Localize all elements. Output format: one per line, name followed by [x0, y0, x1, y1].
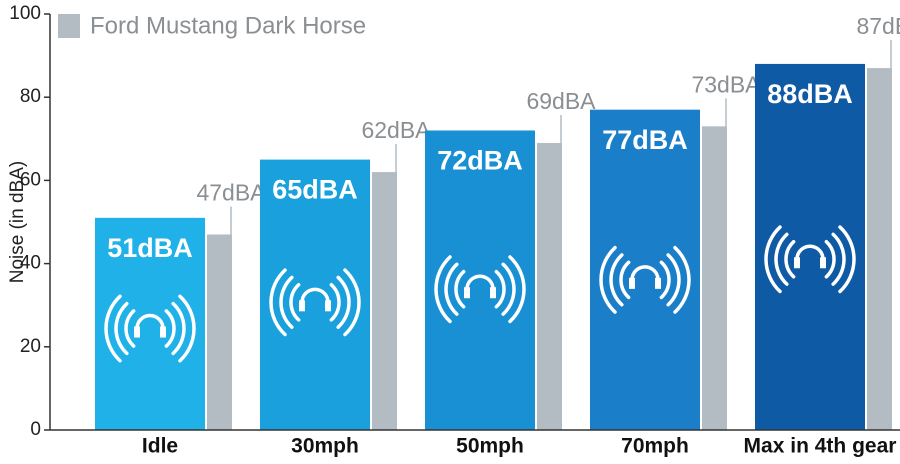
bar — [260, 159, 370, 430]
x-tick-label: 70mph — [621, 435, 689, 458]
y-axis-label: Noise (in dBA) — [7, 161, 28, 284]
y-tick-label: 0 — [30, 419, 41, 440]
icon-wave — [336, 275, 351, 329]
icon-wave — [494, 269, 506, 309]
icon-wave — [609, 253, 624, 307]
y-tick-label: 100 — [9, 3, 41, 24]
bar — [372, 172, 397, 430]
icon-wave — [764, 225, 782, 294]
icon-wave — [838, 225, 856, 294]
icon-wave — [831, 232, 846, 286]
y-tick-label: 40 — [20, 253, 41, 274]
icon-wave — [599, 245, 617, 314]
icon-wave — [343, 268, 361, 337]
headphone-icon — [434, 255, 526, 324]
x-tick-label: 50mph — [456, 435, 524, 458]
icon-cup — [325, 300, 331, 312]
icon-wave — [666, 253, 681, 307]
value-label: 69dBA — [526, 88, 596, 114]
icon-wave — [454, 269, 466, 309]
x-tick-label: Max in 4th gear — [744, 435, 897, 458]
icon-wave — [619, 260, 631, 300]
icon-wave — [444, 262, 459, 316]
icon-wave — [124, 309, 136, 348]
bar — [702, 126, 727, 430]
icon-band — [135, 313, 165, 331]
icon-cup — [464, 287, 470, 299]
icon-cup — [160, 326, 166, 338]
bar — [537, 142, 562, 430]
bar — [207, 234, 232, 430]
icon-wave — [269, 268, 287, 337]
icon-band — [465, 274, 495, 291]
headphone-icon — [599, 245, 691, 314]
icon-cup — [794, 257, 800, 269]
icon-wave — [673, 245, 691, 314]
icon-wave — [178, 294, 196, 363]
headphone-icon — [269, 268, 361, 337]
bar — [590, 109, 700, 431]
icon-wave — [501, 262, 516, 316]
icon-wave — [659, 260, 671, 300]
icon-wave — [289, 283, 301, 322]
headphone-icon — [764, 225, 856, 294]
value-label: 77dBA — [602, 125, 688, 155]
icon-wave — [114, 301, 129, 356]
value-label: 87dBA — [856, 13, 900, 39]
value-label: 62dBA — [361, 117, 431, 143]
bar — [425, 130, 535, 431]
value-label: 72dBA — [437, 146, 523, 176]
y-tick-label: 20 — [20, 336, 41, 357]
value-label: 51dBA — [107, 233, 193, 263]
icon-wave — [434, 255, 452, 324]
x-tick-label: Idle — [142, 435, 178, 458]
y-tick-label: 60 — [20, 169, 41, 190]
icon-wave — [279, 275, 294, 329]
icon-wave — [508, 255, 526, 324]
icon-cup — [629, 277, 635, 289]
icon-wave — [824, 239, 836, 279]
icon-band — [795, 244, 825, 262]
legend-swatch — [58, 14, 80, 38]
icon-band — [300, 287, 330, 305]
headphone-icon — [104, 294, 196, 363]
value-label: 73dBA — [691, 71, 761, 97]
icon-band — [630, 265, 660, 282]
icon-wave — [774, 232, 789, 286]
icon-cup — [299, 300, 305, 312]
icon-wave — [104, 294, 122, 363]
bar — [95, 217, 205, 430]
icon-cup — [820, 257, 826, 269]
bar — [867, 68, 892, 430]
value-label: 65dBA — [272, 175, 358, 205]
y-tick-label: 80 — [20, 86, 41, 107]
x-tick-label: 30mph — [291, 435, 359, 458]
value-label: 88dBA — [767, 79, 853, 109]
icon-wave — [171, 301, 186, 356]
icon-wave — [329, 283, 341, 322]
legend-label: Ford Mustang Dark Horse — [90, 12, 366, 39]
icon-cup — [490, 287, 496, 299]
icon-cup — [655, 277, 661, 289]
value-label: 47dBA — [196, 180, 266, 206]
icon-cup — [134, 326, 140, 338]
icon-wave — [164, 309, 176, 348]
icon-wave — [784, 239, 796, 279]
